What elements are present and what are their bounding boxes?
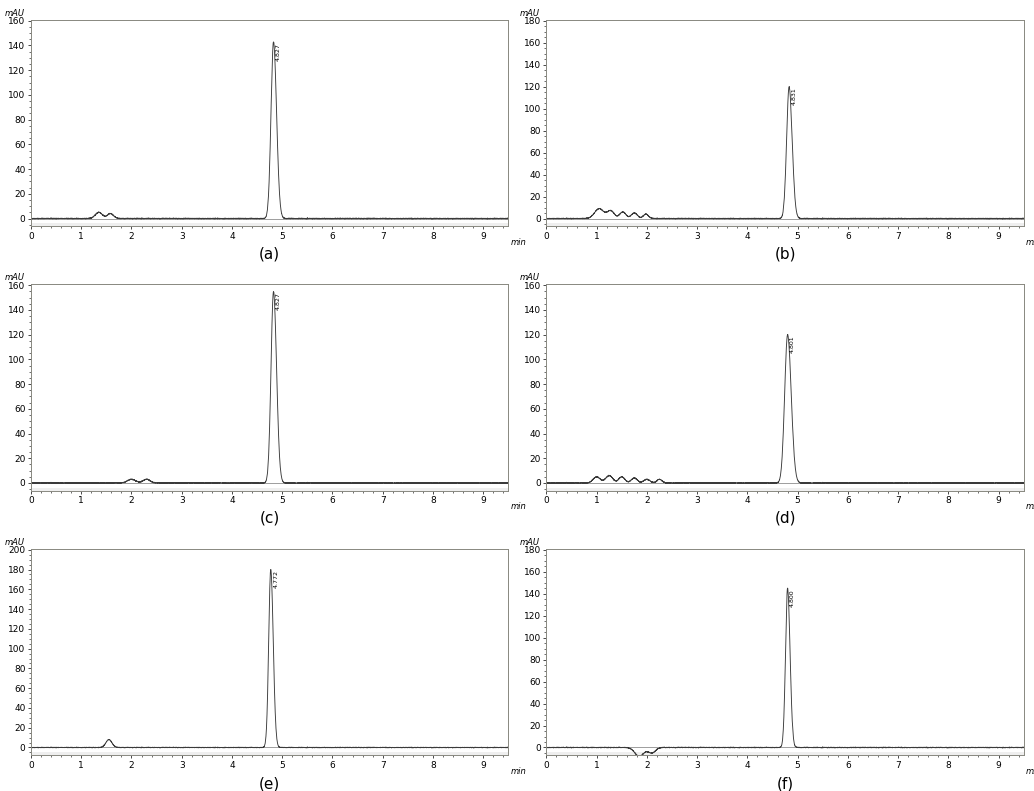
Text: mAU: mAU — [520, 9, 540, 17]
Text: mAU: mAU — [520, 273, 540, 282]
Text: min: min — [1026, 766, 1034, 776]
Text: mAU: mAU — [5, 538, 25, 547]
Text: (c): (c) — [260, 510, 280, 525]
Bar — [31, 752, 509, 755]
Bar — [546, 223, 1024, 226]
Text: 4.831: 4.831 — [792, 87, 796, 105]
Text: 4.800: 4.800 — [790, 589, 795, 607]
Text: min: min — [511, 502, 526, 511]
Text: (e): (e) — [258, 776, 280, 791]
Text: 4.827: 4.827 — [276, 43, 281, 61]
Bar — [546, 752, 1024, 755]
Text: mAU: mAU — [5, 273, 25, 282]
Text: 4.801: 4.801 — [790, 335, 795, 353]
Text: mAU: mAU — [520, 538, 540, 547]
Text: mAU: mAU — [5, 9, 25, 17]
Text: min: min — [511, 766, 526, 776]
Text: (d): (d) — [774, 510, 796, 525]
Text: min: min — [511, 238, 526, 247]
Bar — [31, 223, 509, 226]
Text: 4.772: 4.772 — [273, 570, 278, 589]
Text: min: min — [1026, 502, 1034, 511]
Bar — [31, 488, 509, 491]
Text: min: min — [1026, 238, 1034, 247]
Bar — [546, 488, 1024, 491]
Text: (b): (b) — [774, 246, 796, 261]
Text: (a): (a) — [260, 246, 280, 261]
Text: (f): (f) — [777, 776, 794, 791]
Text: 4.827: 4.827 — [276, 293, 281, 310]
